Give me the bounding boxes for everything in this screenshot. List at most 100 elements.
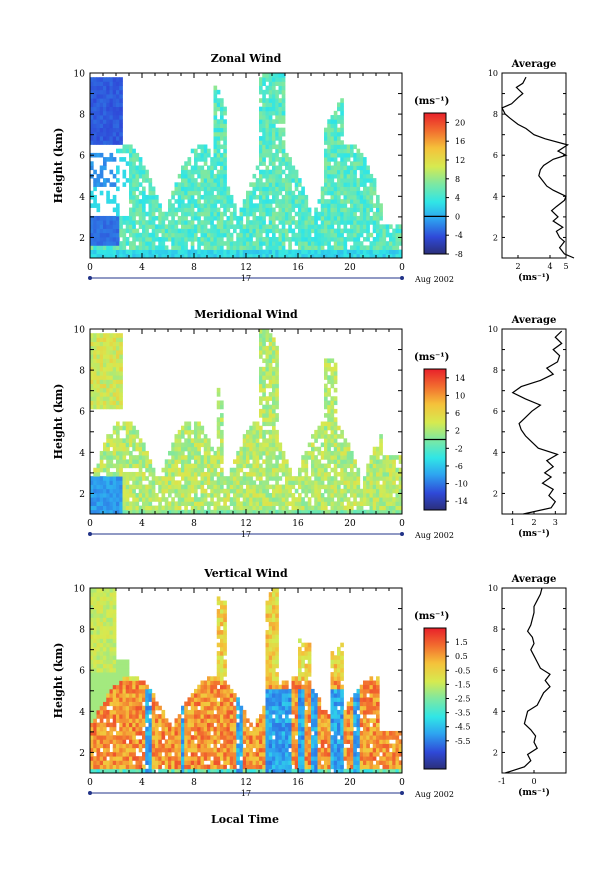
heatmap-cell xyxy=(187,186,192,192)
heatmap-cell xyxy=(229,232,234,238)
heatmap-cell xyxy=(379,438,383,443)
heatmap-cell xyxy=(272,144,276,150)
heatmap-cell xyxy=(116,110,120,116)
heatmap-cell xyxy=(103,371,107,376)
heatmap-cell xyxy=(96,85,101,91)
heatmap-cell xyxy=(379,224,383,229)
heatmap-cell xyxy=(122,488,127,494)
heatmap-cell xyxy=(268,484,273,490)
heatmap-cell xyxy=(103,77,107,82)
heatmap-cell xyxy=(265,366,270,372)
heatmap-cell xyxy=(116,672,120,677)
heatmap-cell xyxy=(138,450,143,456)
heatmap-cell xyxy=(268,98,273,103)
heatmap-cell xyxy=(213,232,218,238)
heatmap-cell xyxy=(93,492,97,498)
heatmap-cell xyxy=(106,492,110,498)
heatmap-cell xyxy=(103,455,107,460)
heatmap-cell xyxy=(129,722,133,728)
heatmap-cell xyxy=(239,215,244,221)
heatmap-cell xyxy=(239,476,244,481)
heatmap-cell xyxy=(333,505,338,511)
heatmap-cell xyxy=(220,186,224,192)
heatmap-field xyxy=(90,329,403,515)
heatmap-cell xyxy=(181,211,185,217)
heatmap-cell xyxy=(109,613,114,618)
heatmap-cell xyxy=(142,714,146,719)
heatmap-cell xyxy=(259,224,263,229)
heatmap-cell xyxy=(122,684,127,690)
heatmap-cell xyxy=(353,199,357,204)
heatmap-cell xyxy=(190,509,195,515)
heatmap-cell xyxy=(392,455,396,460)
heatmap-cell xyxy=(168,747,172,753)
heatmap-cell xyxy=(112,625,117,631)
heatmap-cell xyxy=(203,488,208,494)
heatmap-cell xyxy=(184,735,188,740)
heatmap-cell xyxy=(275,417,279,422)
heatmap-cell xyxy=(90,81,94,87)
heatmap-cell xyxy=(314,497,318,502)
heatmap-cell xyxy=(366,207,370,213)
heatmap-cell xyxy=(142,463,146,469)
heatmap-cell xyxy=(168,199,172,204)
heatmap-cell xyxy=(262,459,266,464)
heatmap-cell xyxy=(392,476,396,481)
heatmap-cell xyxy=(229,488,234,494)
avg-x-axis-label: (ms⁻¹) xyxy=(518,528,550,539)
heatmap-cell xyxy=(132,488,136,494)
date-label: Aug 2002 xyxy=(414,531,454,540)
heatmap-cell xyxy=(350,459,354,464)
heatmap-cell xyxy=(350,148,354,154)
heatmap-cell xyxy=(132,743,136,749)
heatmap-cell xyxy=(177,501,182,506)
heatmap-cell xyxy=(145,701,149,707)
heatmap-cell xyxy=(346,463,351,469)
heatmap-cell xyxy=(138,488,143,494)
heatmap-cell xyxy=(112,613,117,618)
heatmap-cell xyxy=(106,241,110,246)
heatmap-cell xyxy=(122,463,127,469)
heatmap-cell xyxy=(262,345,266,351)
heatmap-cell xyxy=(161,747,166,753)
heatmap-cell xyxy=(145,249,149,255)
heatmap-cell xyxy=(90,94,94,99)
heatmap-cell xyxy=(116,425,120,431)
heatmap-cell xyxy=(275,228,279,234)
heatmap-cell xyxy=(330,404,335,410)
heatmap-cell xyxy=(90,488,94,494)
heatmap-cell xyxy=(112,442,117,448)
heatmap-cell xyxy=(90,85,94,91)
heatmap-cell xyxy=(190,253,195,259)
heatmap-cell xyxy=(96,651,101,656)
heatmap-cell xyxy=(164,722,169,728)
heatmap-cell xyxy=(229,224,234,229)
heatmap-cell xyxy=(99,123,104,129)
heatmap-cell xyxy=(229,203,234,208)
x-tick-label: 4 xyxy=(139,263,145,273)
heatmap-cell xyxy=(340,115,344,120)
heatmap-cell xyxy=(259,220,263,225)
heatmap-cell xyxy=(330,476,335,481)
heatmap-cell xyxy=(337,501,341,506)
heatmap-cell xyxy=(275,497,279,502)
heatmap-cell xyxy=(389,253,393,259)
heatmap-cell xyxy=(132,688,136,694)
heatmap-cell xyxy=(99,718,104,723)
heatmap-cell xyxy=(340,501,344,506)
heatmap-cell xyxy=(96,400,101,406)
heatmap-cell xyxy=(223,169,227,175)
heatmap-cell xyxy=(298,220,302,225)
heatmap-cell xyxy=(333,429,338,435)
heatmap-cell xyxy=(103,480,107,485)
heatmap-cell xyxy=(90,730,94,736)
heatmap-cell xyxy=(333,215,338,221)
heatmap-cell xyxy=(285,199,289,204)
heatmap-cell xyxy=(223,131,227,137)
heatmap-cell xyxy=(324,186,328,192)
heatmap-cell xyxy=(246,429,250,435)
heatmap-cell xyxy=(207,241,211,246)
heatmap-cell xyxy=(200,152,205,158)
heatmap-cell xyxy=(129,157,133,162)
heatmap-cell xyxy=(213,140,218,145)
